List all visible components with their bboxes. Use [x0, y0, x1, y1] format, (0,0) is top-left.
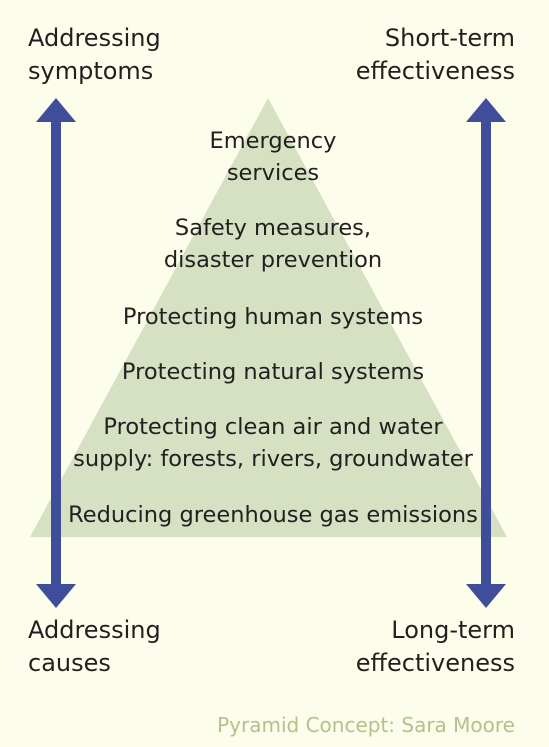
level-text-line: Protecting natural systems — [121, 359, 425, 385]
level-text-line: Safety measures, — [174, 215, 372, 241]
arrow-down-icon — [466, 584, 506, 608]
level-text-line: disaster prevention — [163, 247, 383, 273]
bottom-left-label: Addressing causes — [28, 614, 161, 680]
pyramid-level-greenhouse-emissions: Reducing greenhouse gas emissions — [30, 499, 516, 531]
credit-text: Pyramid Concept: Sara Moore — [217, 713, 515, 737]
arrow-up-icon — [466, 98, 506, 122]
top-left-label: Addressing symptoms — [28, 22, 161, 88]
pyramid-level-safety-measures: Safety measures, disaster prevention — [30, 212, 516, 276]
arrow-up-icon — [36, 98, 76, 122]
top-left-label-line: Addressing — [28, 24, 161, 52]
pyramid-shape — [30, 98, 507, 537]
level-text-line: supply: forests, rivers, groundwater — [73, 446, 473, 472]
pyramid-level-natural-systems: Protecting natural systems — [30, 356, 516, 388]
bottom-right-label-line: Long-term — [391, 616, 515, 644]
right-double-arrow — [466, 98, 506, 608]
bottom-right-label: Long-term effectiveness — [356, 614, 515, 680]
level-text-line: Protecting clean air and water — [103, 414, 443, 440]
bottom-left-label-line: causes — [28, 649, 111, 677]
top-right-label-line: effectiveness — [355, 57, 515, 85]
level-text-line: Reducing greenhouse gas emissions — [68, 502, 478, 528]
left-double-arrow — [36, 98, 76, 608]
level-text-line: Protecting human systems — [122, 304, 424, 330]
arrow-down-icon — [36, 584, 76, 608]
top-right-label-line: Short-term — [384, 24, 515, 52]
level-text-line: Emergency — [209, 128, 337, 154]
pyramid-level-emergency-services: Emergency services — [30, 125, 516, 189]
pyramid-level-human-systems: Protecting human systems — [30, 301, 516, 333]
bottom-left-label-line: Addressing — [28, 616, 161, 644]
top-left-label-line: symptoms — [28, 57, 154, 85]
level-text-line: services — [226, 160, 320, 186]
bottom-right-label-line: effectiveness — [355, 649, 515, 677]
pyramid-level-clean-air-water: Protecting clean air and water supply: f… — [30, 411, 516, 475]
top-right-label: Short-term effectiveness — [356, 22, 515, 88]
